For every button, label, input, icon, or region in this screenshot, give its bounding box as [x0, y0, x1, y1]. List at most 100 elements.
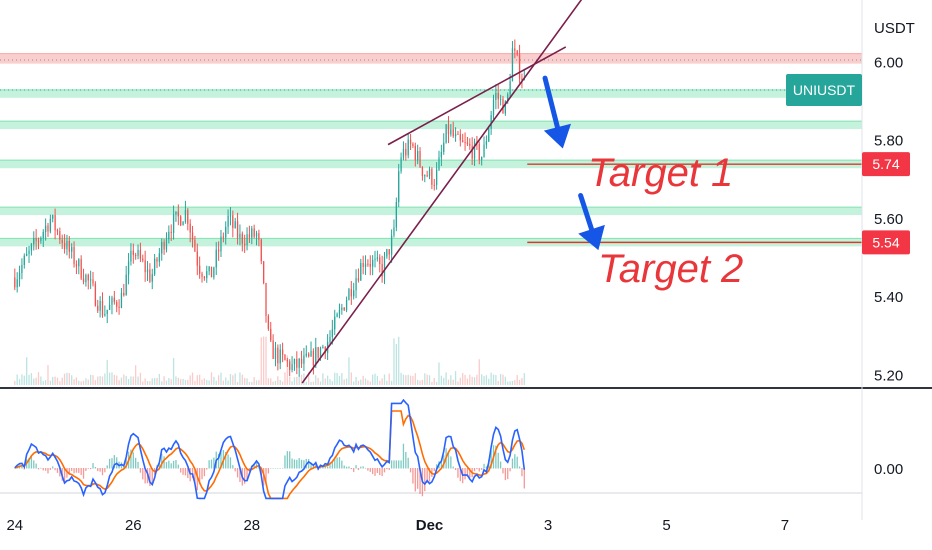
candle-body — [483, 144, 485, 157]
candle-body — [291, 364, 293, 370]
histogram-bar — [353, 468, 355, 473]
target-2-label[interactable]: Target 2 — [598, 247, 743, 291]
candle-body — [329, 337, 331, 343]
histogram-bar — [447, 452, 450, 469]
candle-body — [217, 249, 220, 252]
histogram-bar — [158, 461, 161, 469]
candle-body — [469, 143, 471, 146]
histogram-bar — [428, 468, 431, 482]
histogram-bar — [376, 468, 379, 473]
histogram-bar — [355, 465, 357, 469]
volume-bar — [345, 378, 348, 385]
volume-bar — [99, 376, 101, 385]
wedge-trendline[interactable] — [301, 0, 595, 384]
volume-bar — [362, 375, 364, 385]
histogram-bar — [478, 468, 480, 472]
candle-body — [341, 307, 343, 310]
volume-bar — [421, 379, 424, 385]
volume-bar — [172, 357, 175, 385]
histogram-bar — [265, 468, 267, 484]
histogram-bar — [502, 468, 504, 474]
annotations[interactable]: Target 1 Target 2 — [588, 151, 743, 291]
candle-body — [225, 226, 227, 238]
candle-body — [310, 350, 312, 357]
candle-body — [504, 101, 507, 114]
volume-bar — [175, 376, 177, 385]
candle-body — [14, 277, 16, 288]
histogram-bar — [44, 468, 47, 471]
volume-bar — [326, 375, 329, 385]
histogram-bar — [367, 468, 369, 471]
candle-body — [364, 263, 367, 268]
histogram-bar — [426, 468, 428, 483]
candle-body — [137, 249, 139, 256]
candle-body — [210, 266, 213, 278]
candle-body — [409, 139, 412, 144]
histogram-bar — [322, 467, 324, 469]
histogram-bar — [296, 459, 298, 469]
histogram-bar — [383, 468, 386, 473]
histogram-bar — [106, 465, 108, 469]
volume-bar — [440, 375, 443, 385]
volume-bar — [208, 380, 210, 385]
histogram-bar — [73, 468, 75, 474]
support-zone — [0, 207, 862, 216]
volume-bar — [485, 375, 488, 385]
candle-body — [187, 210, 189, 224]
histogram-bar — [407, 457, 409, 469]
volume-bar — [130, 376, 132, 385]
volume-bar — [281, 381, 284, 385]
volume-bar — [213, 376, 215, 385]
histogram-bar — [466, 468, 469, 477]
candle-body — [170, 231, 172, 233]
volume-bar — [414, 373, 416, 385]
drawing-layer[interactable] — [301, 0, 862, 384]
candle-body — [319, 348, 322, 358]
histogram-bar — [310, 462, 312, 469]
histogram-bar — [485, 466, 488, 469]
histogram-bar — [239, 468, 241, 482]
candle-body — [16, 279, 18, 288]
candle-body — [73, 247, 75, 265]
histogram-bar — [497, 452, 499, 469]
target-1-label[interactable]: Target 1 — [588, 151, 733, 195]
volume-bar — [426, 374, 428, 385]
oscillator-pane — [0, 387, 932, 500]
x-tick-label: 3 — [544, 517, 552, 534]
candle-body — [402, 148, 405, 158]
candle-body — [509, 81, 511, 95]
histogram-bar — [336, 457, 338, 469]
volume-bar — [113, 374, 115, 385]
candle-body — [94, 283, 97, 306]
candle-body — [421, 166, 424, 177]
volume-bar — [92, 375, 94, 385]
volume-bar — [49, 380, 52, 385]
volume-bar — [476, 374, 478, 385]
candle-body — [433, 184, 435, 186]
candle-body — [490, 115, 492, 129]
histogram-bar — [523, 468, 525, 489]
down-arrow-icon[interactable] — [542, 75, 572, 149]
down-arrow-icon[interactable] — [578, 192, 605, 251]
wedge-trendline[interactable] — [387, 46, 567, 146]
histogram-bar — [267, 468, 270, 474]
histogram-bar — [417, 468, 419, 489]
x-tick-label: Dec — [416, 517, 444, 534]
histogram-bar — [227, 454, 229, 469]
candle-body — [158, 253, 161, 262]
histogram-bar — [139, 468, 142, 473]
volume-bar — [428, 375, 431, 385]
volume-bar — [310, 381, 312, 385]
candle-body — [26, 253, 28, 256]
histogram-bar — [184, 468, 187, 476]
volume-bar — [502, 374, 504, 385]
histogram-bar — [194, 468, 196, 483]
support-zone — [0, 89, 862, 98]
volume-bar — [120, 377, 123, 385]
histogram-bar — [244, 468, 246, 484]
candle-body — [153, 258, 156, 275]
symbol-badge[interactable] — [786, 74, 862, 106]
volume-bar — [336, 372, 338, 385]
